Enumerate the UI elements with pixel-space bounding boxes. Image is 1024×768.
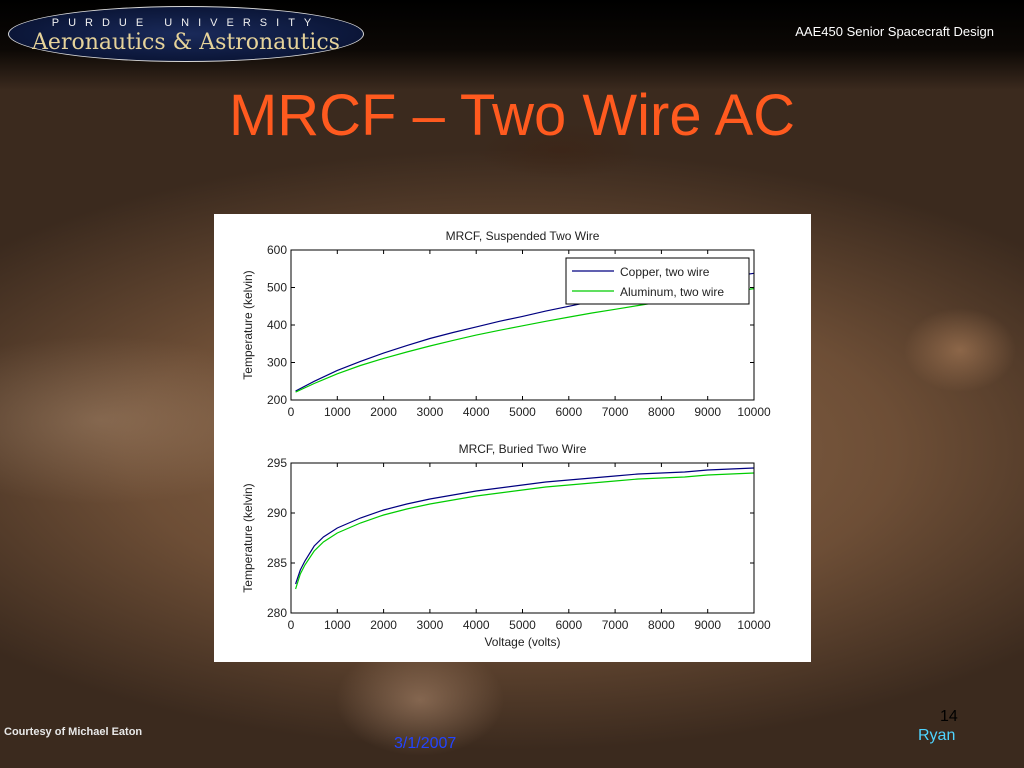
x-tick-label-2-0: 0 <box>288 618 295 632</box>
logo-university-text: PURDUE UNIVERSITY <box>51 17 321 29</box>
image-credit: Courtesy of Michael Eaton <box>4 726 143 738</box>
chart-title-1: MRCF, Suspended Two Wire <box>446 229 600 243</box>
x-tick-label-2-4: 4000 <box>463 618 490 632</box>
y-tick-label-2-1: 285 <box>267 556 287 570</box>
y-tick-label-1-0: 200 <box>267 393 287 407</box>
x-tick-label-1-4: 4000 <box>463 405 490 419</box>
chart-title-2: MRCF, Buried Two Wire <box>459 442 587 456</box>
x-tick-label-2-10: 10000 <box>737 618 771 632</box>
x-tick-label-1-8: 8000 <box>648 405 675 419</box>
slide-date: 3/1/2007 <box>394 735 457 752</box>
x-tick-label-1-3: 3000 <box>417 405 444 419</box>
page-number: 14 <box>940 708 958 725</box>
x-tick-label-1-2: 2000 <box>370 405 397 419</box>
x-tick-label-2-8: 8000 <box>648 618 675 632</box>
x-tick-label-2-6: 6000 <box>555 618 582 632</box>
x-tick-label-1-1: 1000 <box>324 405 351 419</box>
y-tick-label-2-0: 280 <box>267 606 287 620</box>
y-axis-label-2: Temperature (kelvin) <box>241 483 255 592</box>
x-tick-label-2-1: 1000 <box>324 618 351 632</box>
x-tick-label-2-7: 7000 <box>602 618 629 632</box>
legend-label-1: Copper, two wire <box>620 265 710 279</box>
x-tick-label-1-0: 0 <box>288 405 295 419</box>
y-tick-label-1-1: 300 <box>267 356 287 370</box>
series-line-2-2 <box>295 472 755 590</box>
series-line-2-1 <box>295 467 755 585</box>
chart-figure: MRCF, Suspended Two Wire 0 1000 2000 3000 400… <box>214 214 811 662</box>
course-title: AAE450 Senior Spacecraft Design <box>795 24 994 39</box>
y-axis-label-1: Temperature (kelvin) <box>241 270 255 379</box>
logo-department-text: Aeronautics & Astronautics <box>32 30 340 55</box>
y-tick-label-2-3: 295 <box>267 456 287 470</box>
y-tick-label-1-2: 400 <box>267 318 287 332</box>
x-tick-label-1-6: 6000 <box>555 405 582 419</box>
x-tick-label-1-5: 5000 <box>509 405 536 419</box>
y-tick-label-1-4: 600 <box>267 243 287 257</box>
x-tick-label-2-5: 5000 <box>509 618 536 632</box>
x-tick-label-2-2: 2000 <box>370 618 397 632</box>
legend-label-2: Aluminum, two wire <box>620 285 724 299</box>
slide-title: MRCF – Two Wire AC <box>228 83 796 148</box>
x-tick-label-1-7: 7000 <box>602 405 629 419</box>
y-tick-label-1-3: 500 <box>267 281 287 295</box>
x-tick-label-1-10: 10000 <box>737 405 771 419</box>
x-tick-label-2-3: 3000 <box>417 618 444 632</box>
purdue-logo: PURDUE UNIVERSITY Aeronautics & Astronau… <box>8 6 364 62</box>
x-tick-label-2-9: 9000 <box>694 618 721 632</box>
y-tick-label-2-2: 290 <box>267 506 287 520</box>
slide-author: Ryan <box>918 727 956 744</box>
legend-box <box>565 257 750 305</box>
x-axis-label-2: Voltage (volts) <box>484 635 560 649</box>
x-tick-label-1-9: 9000 <box>694 405 721 419</box>
